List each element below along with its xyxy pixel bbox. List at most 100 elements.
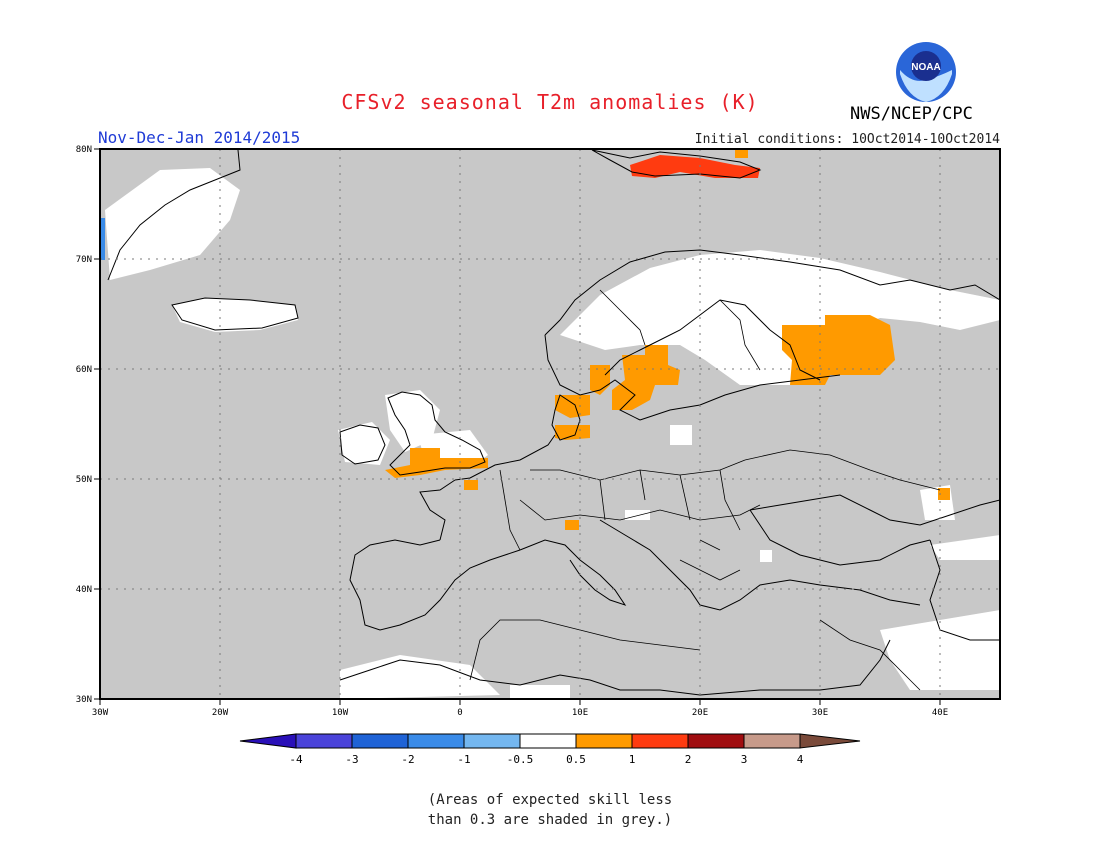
lat-label: 50N — [76, 475, 92, 485]
norway-sweden-coast — [544, 334, 641, 421]
sweden-anomaly — [612, 345, 680, 410]
colorbar-bin — [351, 733, 409, 749]
iceland-neutral — [172, 298, 298, 332]
colorbar-bin — [575, 733, 633, 749]
denmark-coast — [551, 394, 581, 441]
noaa-logo-icon: NOAA — [896, 42, 956, 102]
border-central-3 — [599, 469, 741, 531]
north-africa-coast — [339, 639, 891, 696]
colorbar-label: -2 — [401, 753, 414, 766]
colorbar-label: 3 — [741, 753, 748, 766]
colorbar-bin — [407, 733, 465, 749]
forecast-period: Nov-Dec-Jan 2014/2015 — [98, 128, 301, 147]
baltic-coast — [639, 374, 841, 421]
france-north-anomaly — [464, 480, 478, 490]
colorbar-bin — [239, 733, 297, 749]
colorbar-bin — [519, 733, 577, 749]
italy-coast — [519, 539, 627, 606]
britain-coast — [387, 391, 486, 476]
colorbar — [239, 733, 861, 749]
lat-label: 60N — [76, 365, 92, 375]
map-background-no-skill — [100, 149, 1000, 699]
caucasus-anomaly — [938, 488, 950, 500]
colorbar-label: -0.5 — [507, 753, 534, 766]
border-finland-russia — [719, 299, 761, 371]
colorbar-bin — [743, 733, 801, 749]
black-sea-coast — [749, 494, 1000, 566]
lat-label: 40N — [76, 585, 92, 595]
lon-label: 10E — [572, 708, 588, 718]
lon-label: 20E — [692, 708, 708, 718]
colorbar-label: 4 — [797, 753, 804, 766]
colorbar-labels: -4 -3 -2 -1 -0.5 0.5 1 2 3 4 — [289, 753, 803, 766]
scandinavia-north-coast — [544, 249, 1000, 336]
border-middle-east — [819, 619, 921, 691]
border-north-africa — [469, 619, 701, 681]
colorbar-bin — [295, 733, 353, 749]
grid-lines — [100, 149, 1000, 699]
balkan-neutral — [625, 510, 650, 520]
alps-anomaly — [565, 520, 579, 530]
agency-label: NWS/NCEP/CPC — [850, 104, 973, 124]
denmark-anomaly — [555, 425, 590, 440]
lon-label: 10W — [332, 708, 349, 718]
iberia-coast — [349, 539, 521, 631]
svalbard-coast — [591, 149, 762, 179]
turkey-neutral — [760, 550, 772, 562]
colorbar-label: -1 — [457, 753, 470, 766]
caspian-neutral — [930, 535, 1000, 560]
initial-conditions: Initial conditions: 10Oct2014-10Oct2014 — [694, 132, 1000, 147]
middle-east-neutral — [880, 610, 1000, 690]
tick-marks — [94, 148, 941, 705]
lon-label: 30E — [812, 708, 828, 718]
colorbar-label: 1 — [629, 753, 636, 766]
map-content — [100, 149, 1000, 699]
n-africa-neutral — [510, 685, 570, 699]
lon-label: 0 — [457, 708, 462, 718]
footnote-line-1: (Areas of expected skill less — [427, 792, 673, 808]
logo-wave — [900, 70, 952, 102]
england-anomaly — [385, 448, 488, 478]
lat-label: 80N — [76, 145, 92, 155]
border-france-germany — [499, 469, 521, 551]
anomaly-0p5-to-1 — [385, 150, 950, 530]
anomaly-1-to-2 — [630, 155, 760, 178]
border-balkans — [679, 539, 741, 581]
colorbar-bin — [799, 733, 861, 749]
ireland-neutral — [338, 422, 390, 465]
lon-label: 20W — [212, 708, 229, 718]
colorbar-label: 0.5 — [566, 753, 586, 766]
norway-south-anomaly — [590, 365, 610, 395]
iceland-coast — [171, 297, 299, 331]
border-ukraine-russia — [744, 449, 941, 491]
lat-label: 70N — [76, 255, 92, 265]
skill-footnote: (Areas of expected skill less than 0.3 a… — [0, 790, 1100, 830]
lat-label: 30N — [76, 695, 92, 705]
svalbard-anomaly — [630, 155, 760, 178]
axis-labels: 30W 20W 10W 0 10E 20E 30E 40E 30N 40N 50… — [76, 145, 948, 718]
colorbar-bin — [463, 733, 521, 749]
ireland-coast — [339, 424, 386, 465]
kattegat-anomaly — [555, 395, 590, 418]
nw-africa-neutral — [340, 655, 500, 699]
colorbar-bin — [687, 733, 745, 749]
svalbard-small-anomaly — [735, 150, 748, 158]
greenland-coast — [107, 149, 241, 281]
karelia-anomaly — [782, 315, 895, 385]
colorbar-label: -3 — [345, 753, 358, 766]
colorbar-bin — [631, 733, 689, 749]
baltic-neutral — [670, 425, 692, 445]
lon-label: 40E — [932, 708, 948, 718]
colorbar-label: 2 — [685, 753, 692, 766]
lon-label: 30W — [92, 708, 109, 718]
gulf-bothnia-coast — [604, 299, 821, 381]
map-frame — [99, 148, 1001, 700]
border-norway-sweden — [599, 289, 646, 346]
logo-inner — [911, 51, 941, 81]
greenland-neutral — [105, 168, 240, 280]
footnote-line-2: than 0.3 are shaded in grey.) — [427, 812, 673, 828]
borders — [469, 289, 941, 691]
greenland-cold-strip — [100, 218, 105, 260]
france-north-coast — [419, 434, 556, 541]
